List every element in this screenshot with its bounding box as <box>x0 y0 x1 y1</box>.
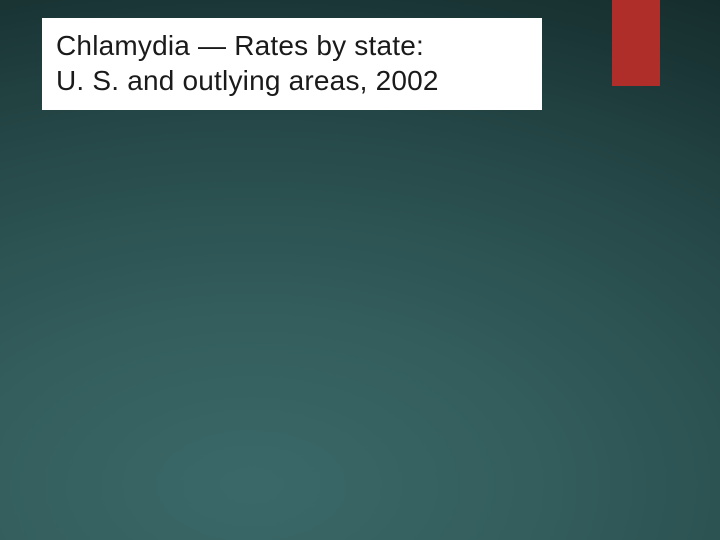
title-box: Chlamydia — Rates by state: U. S. and ou… <box>42 18 542 110</box>
title-line-2: U. S. and outlying areas, 2002 <box>56 65 439 96</box>
title-line-1: Chlamydia — Rates by state: <box>56 30 424 61</box>
accent-block <box>612 0 660 86</box>
slide: Chlamydia — Rates by state: U. S. and ou… <box>0 0 720 540</box>
slide-title: Chlamydia — Rates by state: U. S. and ou… <box>56 28 528 98</box>
